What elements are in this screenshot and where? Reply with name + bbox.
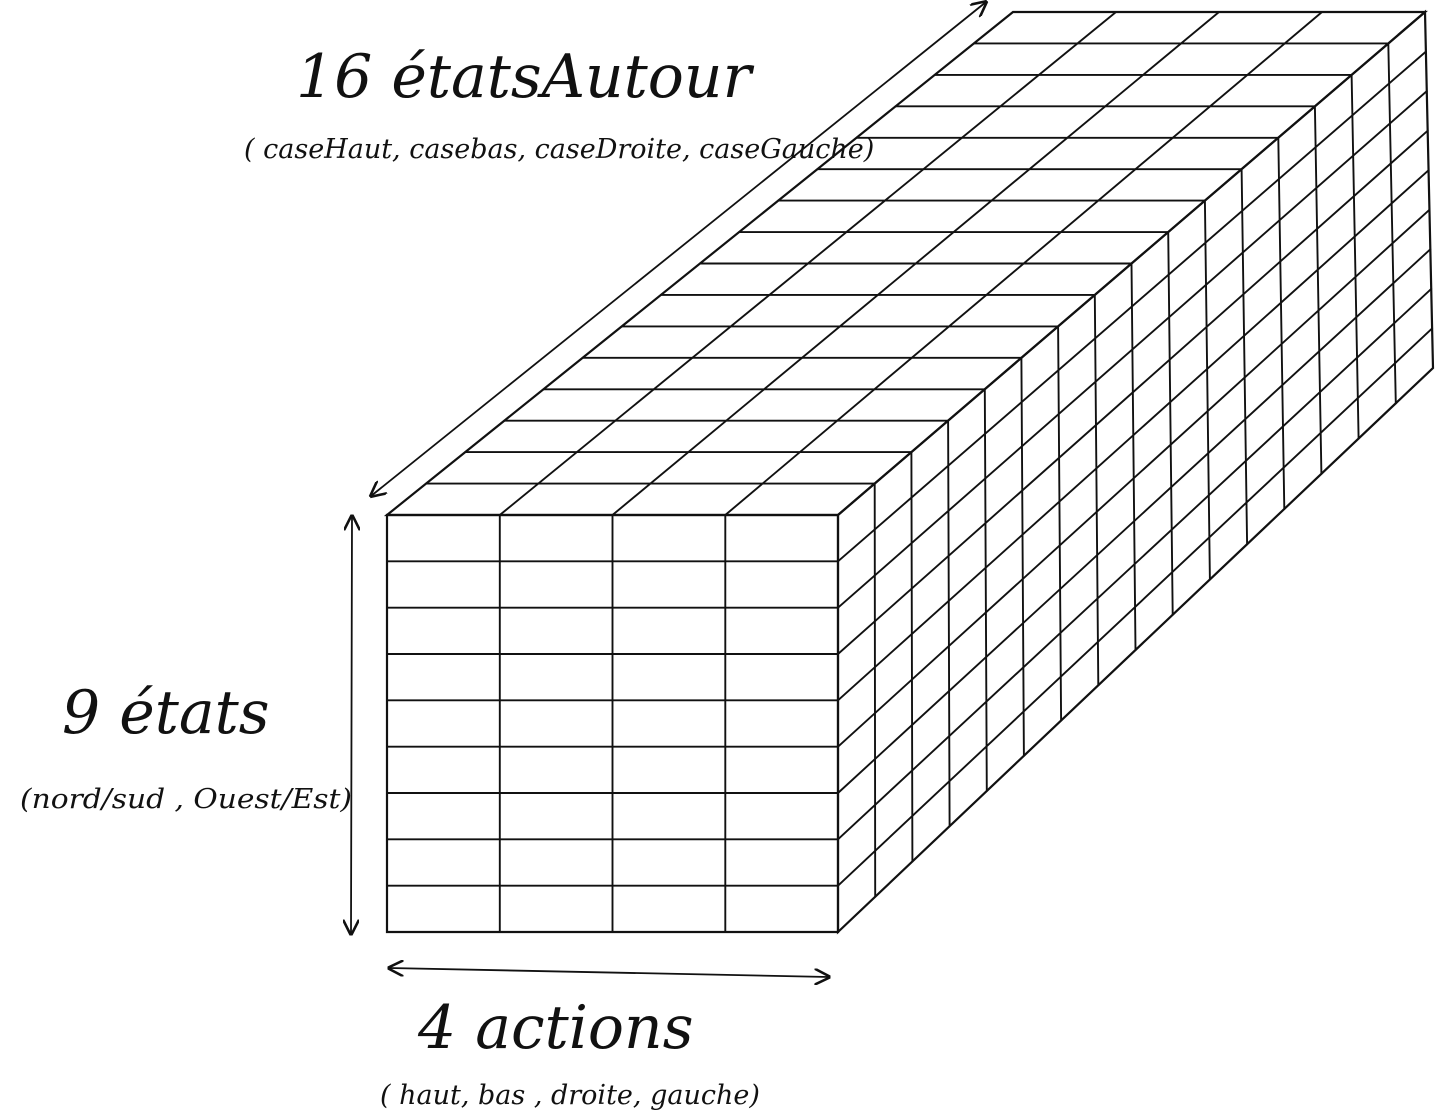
side-depth-line	[1313, 105, 1323, 475]
side-depth-line	[1130, 262, 1137, 651]
side-row-line	[837, 129, 1429, 655]
side-row-line	[837, 248, 1432, 794]
side-depth-line	[1203, 199, 1211, 581]
depth-label: 16 étatsAutour	[296, 42, 755, 112]
side-row-line	[837, 327, 1434, 887]
side-depth-line	[1020, 356, 1025, 757]
side-depth-line	[1057, 325, 1063, 722]
side-depth-line	[1387, 42, 1397, 405]
width-sublabel: ( haut, bas , droite, gauche)	[380, 1080, 760, 1111]
side-depth-line	[1093, 293, 1100, 687]
depth-arrow	[371, 2, 986, 496]
height-sublabel: (nord/sud , Ouest/Est)	[20, 784, 352, 815]
side-depth-line	[947, 419, 951, 828]
side-depth-line	[1240, 168, 1249, 546]
side-row-line	[837, 208, 1431, 748]
side-row-line	[837, 287, 1433, 841]
side-depth-line	[910, 451, 914, 863]
height-label: 9 états	[62, 678, 270, 748]
side-depth-line	[1277, 136, 1286, 510]
side-row-line	[837, 50, 1427, 563]
front-face-grid	[386, 514, 839, 933]
side-face-grid	[837, 42, 1434, 898]
width-arrow	[389, 968, 829, 977]
side-face	[836, 9, 1435, 935]
side-depth-line	[983, 388, 988, 792]
depth-sublabel: ( caseHaut, casebas, caseDroite, caseGau…	[244, 134, 874, 165]
side-depth-line	[1350, 73, 1360, 440]
side-row-line	[837, 90, 1428, 609]
side-depth-line	[1167, 231, 1174, 616]
side-depth-line	[873, 482, 877, 898]
height-arrow	[351, 516, 352, 934]
side-row-line	[837, 169, 1430, 702]
width-label: 4 actions	[417, 993, 693, 1063]
